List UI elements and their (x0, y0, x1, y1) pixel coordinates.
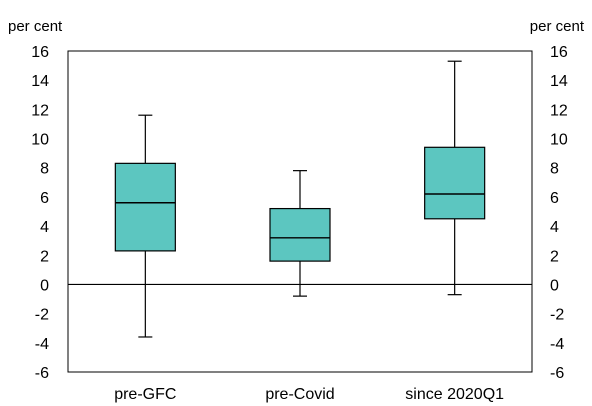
right-axis-unit: per cent (530, 18, 585, 35)
left-y-tick-label: 2 (40, 248, 49, 265)
left-y-tick-label: -2 (35, 307, 49, 324)
left-y-tick-label: 6 (40, 190, 49, 207)
x-category-label: pre-Covid (265, 386, 334, 403)
right-y-tick-label: 12 (550, 102, 568, 119)
left-y-tick-label: -6 (35, 365, 49, 382)
boxes-layer (114, 60, 486, 338)
box-group-2 (424, 60, 486, 296)
left-y-tick-label: 14 (31, 73, 49, 90)
left-y-tick-label: -4 (35, 336, 49, 353)
left-y-tick-label: 4 (40, 219, 49, 236)
plot-frame (67, 50, 533, 373)
interquartile-box (269, 207, 331, 262)
right-y-tick-label: -4 (550, 336, 564, 353)
right-y-tick-label: 4 (550, 219, 559, 236)
right-y-tick-label: 6 (550, 190, 559, 207)
x-category-label: pre-GFC (114, 386, 176, 403)
left-y-tick-label: 12 (31, 102, 49, 119)
right-y-tick-label: -6 (550, 365, 564, 382)
interquartile-box (114, 162, 176, 252)
x-category-label: since 2020Q1 (405, 386, 504, 403)
interquartile-box (424, 146, 486, 220)
ticks-layer: 16 16 14 14 12 12 10 10 8 8 6 6 4 4 2 2 0 0 -2 -2 -4 -4 -6 -6 pr… (31, 44, 568, 403)
left-y-tick-label: 0 (40, 277, 49, 294)
right-y-tick-label: 10 (550, 132, 568, 149)
box-group-0 (114, 114, 176, 338)
left-y-tick-label: 10 (31, 132, 49, 149)
right-y-tick-label: 0 (550, 277, 559, 294)
left-y-tick-label: 8 (40, 161, 49, 178)
right-y-tick-label: 14 (550, 73, 568, 90)
right-y-tick-label: 16 (550, 44, 568, 61)
right-y-tick-label: -2 (550, 307, 564, 324)
left-y-tick-label: 16 (31, 44, 49, 61)
right-y-tick-label: 8 (550, 161, 559, 178)
box-group-1 (269, 170, 331, 297)
left-axis-unit: per cent (8, 18, 63, 35)
right-y-tick-label: 2 (550, 248, 559, 265)
